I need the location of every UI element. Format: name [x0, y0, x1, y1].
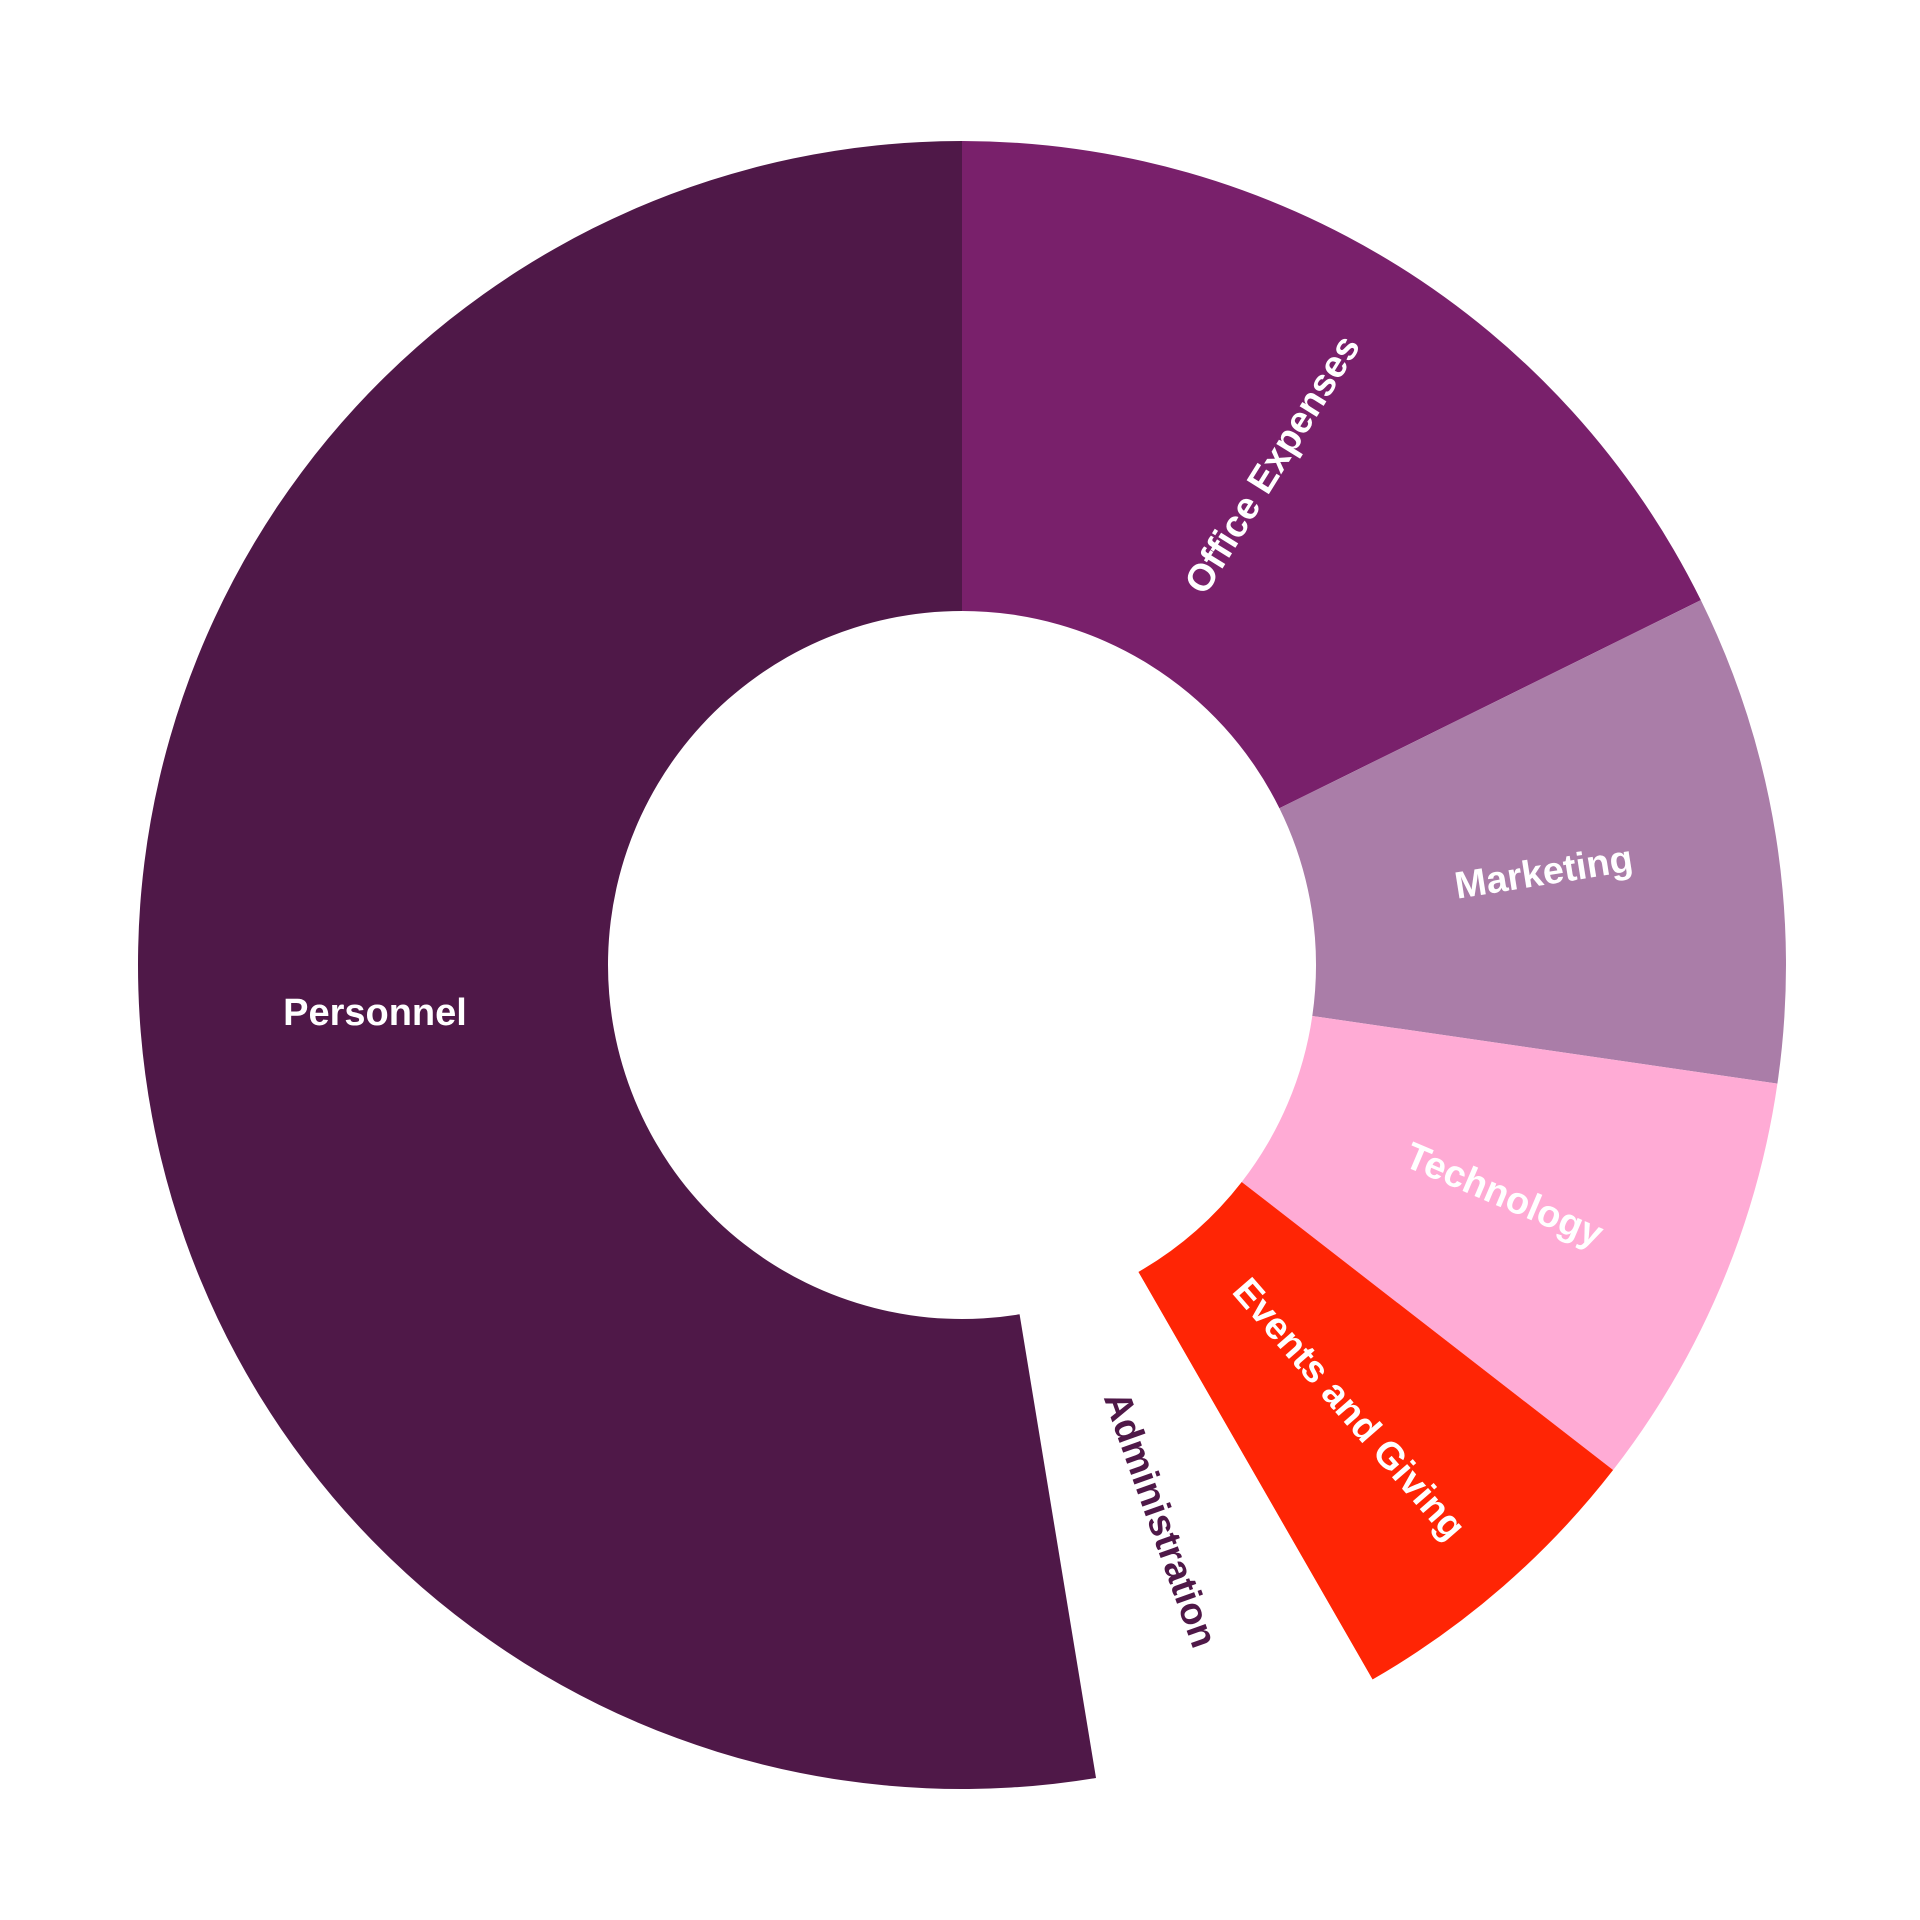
slice-office-expenses: [962, 141, 1701, 809]
slice-marketing: [1279, 600, 1786, 1084]
slice-administration: [1019, 1271, 1373, 1779]
slice-technology: [1241, 1015, 1778, 1471]
slice-personnel: [137, 141, 1097, 1789]
slice-label-personnel: Personnel: [283, 992, 467, 1034]
slice-events-and-giving: [1138, 1181, 1614, 1680]
